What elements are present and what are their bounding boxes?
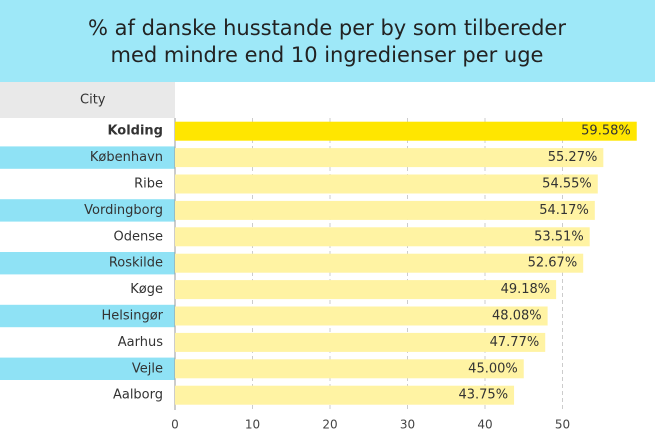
bar — [175, 200, 595, 220]
category-label: Roskilde — [109, 256, 163, 271]
value-label: 54.55% — [542, 177, 592, 192]
column-header: City — [80, 93, 106, 108]
bar — [175, 174, 598, 194]
bar — [175, 148, 604, 168]
category-label: Aalborg — [113, 388, 163, 403]
row-band — [0, 304, 175, 328]
bar — [175, 359, 524, 379]
x-tick-label: 20 — [322, 418, 337, 432]
category-label: Ribe — [134, 177, 163, 192]
value-label: 53.51% — [534, 229, 584, 244]
title-band — [0, 0, 655, 82]
category-label: Vejle — [132, 361, 163, 376]
bar — [175, 227, 590, 247]
bar — [175, 332, 546, 352]
x-tick-label: 30 — [400, 418, 415, 432]
value-label: 48.08% — [492, 309, 542, 324]
category-label: Helsingør — [101, 309, 163, 324]
x-tick-label: 0 — [171, 418, 179, 432]
x-tick-label: 10 — [245, 418, 260, 432]
value-label: 59.58% — [581, 124, 631, 139]
value-label: 54.17% — [539, 203, 589, 218]
category-label: Aarhus — [118, 335, 163, 350]
value-label: 43.75% — [458, 388, 508, 403]
bar — [175, 306, 548, 326]
chart-title: % af danske husstande per by som tilbere… — [88, 16, 566, 40]
row-band — [0, 252, 175, 275]
category-label: Odense — [114, 229, 164, 244]
value-label: 45.00% — [468, 361, 518, 376]
value-label: 52.67% — [528, 256, 578, 271]
bar — [175, 121, 637, 141]
chart-title: med mindre end 10 ingredienser per uge — [111, 43, 544, 67]
bar — [175, 385, 515, 405]
category-label: Vordingborg — [84, 203, 163, 218]
value-label: 49.18% — [501, 282, 551, 297]
value-label: 47.77% — [490, 335, 540, 350]
row-band — [0, 146, 175, 169]
value-label: 55.27% — [548, 150, 598, 165]
bar — [175, 253, 584, 273]
row-band — [0, 199, 175, 222]
header-cell — [0, 82, 175, 118]
row-band — [0, 357, 175, 380]
bar — [175, 280, 557, 300]
category-label: Kolding — [107, 124, 163, 139]
x-tick-label: 50 — [555, 418, 570, 432]
category-label: København — [90, 150, 163, 165]
category-label: Køge — [130, 282, 163, 297]
x-tick-label: 40 — [477, 418, 492, 432]
